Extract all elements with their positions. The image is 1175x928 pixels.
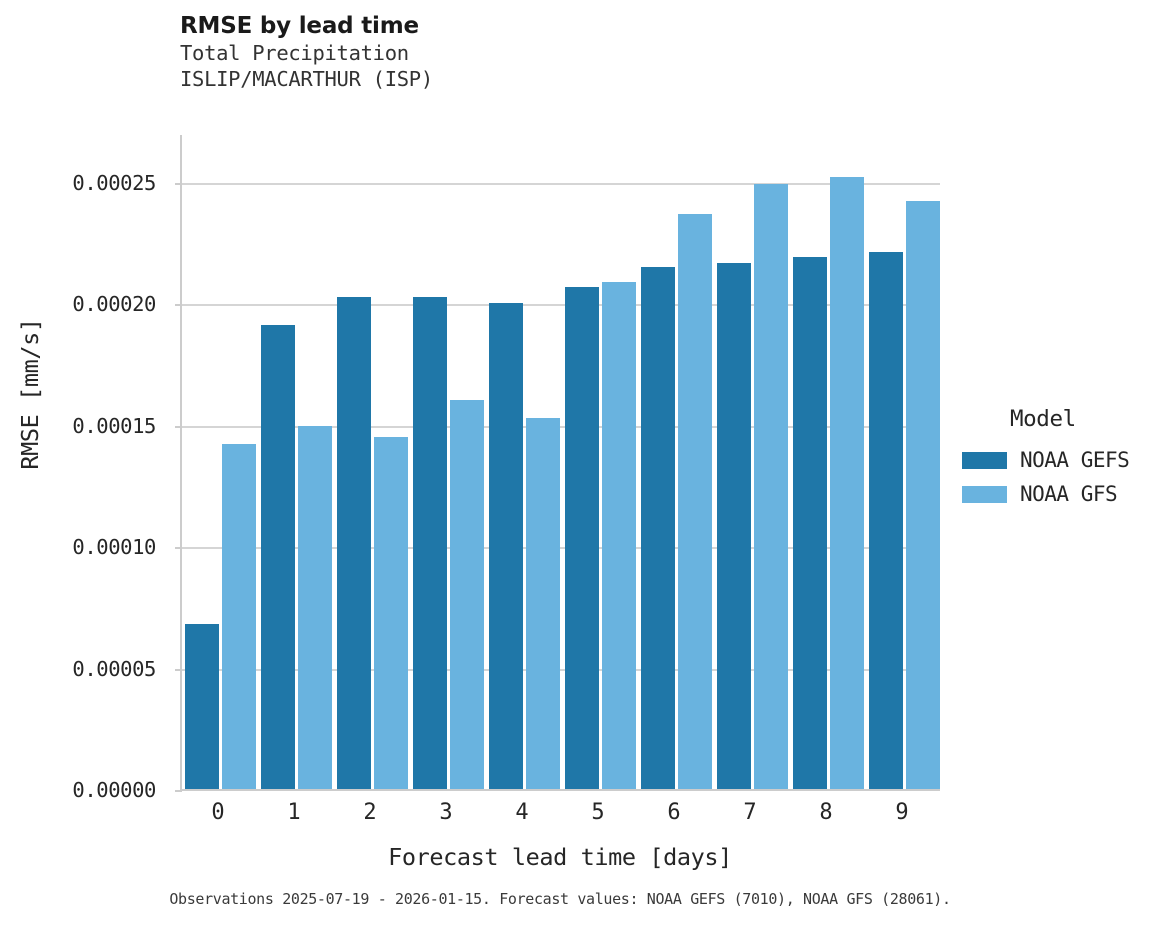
gridline	[182, 425, 940, 428]
chart-subtitle-station: ISLIP/MACARTHUR (ISP)	[180, 67, 433, 91]
x-axis-tick-label: 9	[895, 800, 909, 825]
bar-noaa-gfs-lead-8	[829, 176, 864, 789]
gridline	[182, 182, 940, 185]
x-axis-tick-label: 6	[667, 800, 681, 825]
x-axis-tick-label: 8	[819, 800, 833, 825]
plot-area	[175, 135, 940, 792]
y-axis-tick-label: 0.00010	[72, 535, 156, 560]
y-axis-tick	[175, 182, 182, 185]
y-axis-tick	[175, 790, 182, 792]
bar-noaa-gefs-lead-5	[564, 287, 599, 789]
x-axis-tick-label: 5	[591, 800, 605, 825]
bar-noaa-gefs-lead-8	[792, 256, 827, 789]
legend: Model NOAA GEFS NOAA GFS	[962, 406, 1172, 512]
y-axis-tick-label: 0.00020	[72, 292, 156, 317]
footer-note: Observations 2025-07-19 - 2026-01-15. Fo…	[169, 890, 951, 908]
legend-item-noaa-gfs[interactable]: NOAA GFS	[962, 478, 1172, 510]
y-axis-tick	[175, 425, 182, 428]
x-axis-tick-labels: 0 1 2 3 4 5 6 7 8 9	[180, 800, 940, 834]
page-title: RMSE by lead time	[180, 13, 419, 39]
y-axis-tick	[175, 668, 182, 671]
legend-item-noaa-gefs[interactable]: NOAA GEFS	[962, 444, 1172, 476]
bar-noaa-gfs-lead-9	[905, 201, 940, 789]
title-block: RMSE by lead time Total Precipitation IS…	[180, 12, 940, 92]
bar-noaa-gfs-lead-7	[753, 184, 788, 789]
bar-noaa-gfs-lead-2	[373, 436, 408, 789]
legend-swatch-icon-noaa-gfs	[962, 485, 1007, 503]
bar-noaa-gefs-lead-7	[716, 263, 751, 789]
legend-label-noaa-gefs: NOAA GEFS	[1020, 448, 1130, 472]
x-axis-tick-label: 7	[743, 800, 757, 825]
y-axis-tick-label: 0.00025	[72, 170, 156, 195]
y-axis-tick-label: 0.00000	[72, 778, 156, 802]
bar-noaa-gefs-lead-3	[412, 296, 447, 789]
y-axis-tick	[175, 304, 182, 307]
bar-noaa-gfs-lead-3	[449, 400, 484, 789]
gridline	[182, 547, 940, 550]
x-axis-tick-label: 3	[439, 800, 453, 825]
bar-noaa-gfs-lead-4	[525, 418, 560, 789]
x-axis-tick-label: 1	[287, 800, 301, 825]
x-axis-tick-label: 2	[363, 800, 377, 825]
x-axis-title: Forecast lead time [days]	[388, 843, 732, 871]
gridline	[182, 304, 940, 307]
chart-subtitle-variable: Total Precipitation	[180, 41, 409, 65]
bars-layer	[182, 135, 940, 789]
legend-label-noaa-gfs: NOAA GFS	[1020, 482, 1118, 506]
bar-noaa-gefs-lead-2	[336, 296, 371, 789]
gridline	[182, 668, 940, 671]
y-axis-tick-label: 0.00015	[72, 413, 156, 438]
bar-noaa-gefs-lead-1	[260, 324, 295, 789]
y-axis-tick-labels: 0.00000 0.00005 0.00010 0.00015 0.00020 0.000…	[0, 135, 168, 802]
legend-title: Model	[1010, 406, 1076, 432]
bar-noaa-gefs-lead-9	[868, 252, 903, 789]
bar-noaa-gefs-lead-0	[184, 623, 219, 789]
y-axis-tick-label: 0.00005	[72, 656, 156, 681]
y-axis-title: RMSE [mm/s]	[16, 318, 44, 470]
x-axis-tick-label: 0	[211, 800, 225, 825]
legend-swatch-icon-noaa-gefs	[962, 451, 1007, 469]
bar-noaa-gefs-lead-4	[488, 302, 523, 789]
bar-noaa-gfs-lead-1	[297, 425, 332, 789]
bar-noaa-gfs-lead-0	[221, 444, 256, 789]
x-axis-tick-label: 4	[515, 800, 529, 825]
bar-noaa-gfs-lead-6	[677, 214, 712, 789]
bar-noaa-gefs-lead-6	[640, 266, 675, 789]
y-axis-tick	[175, 547, 182, 550]
bar-noaa-gfs-lead-5	[601, 282, 636, 789]
